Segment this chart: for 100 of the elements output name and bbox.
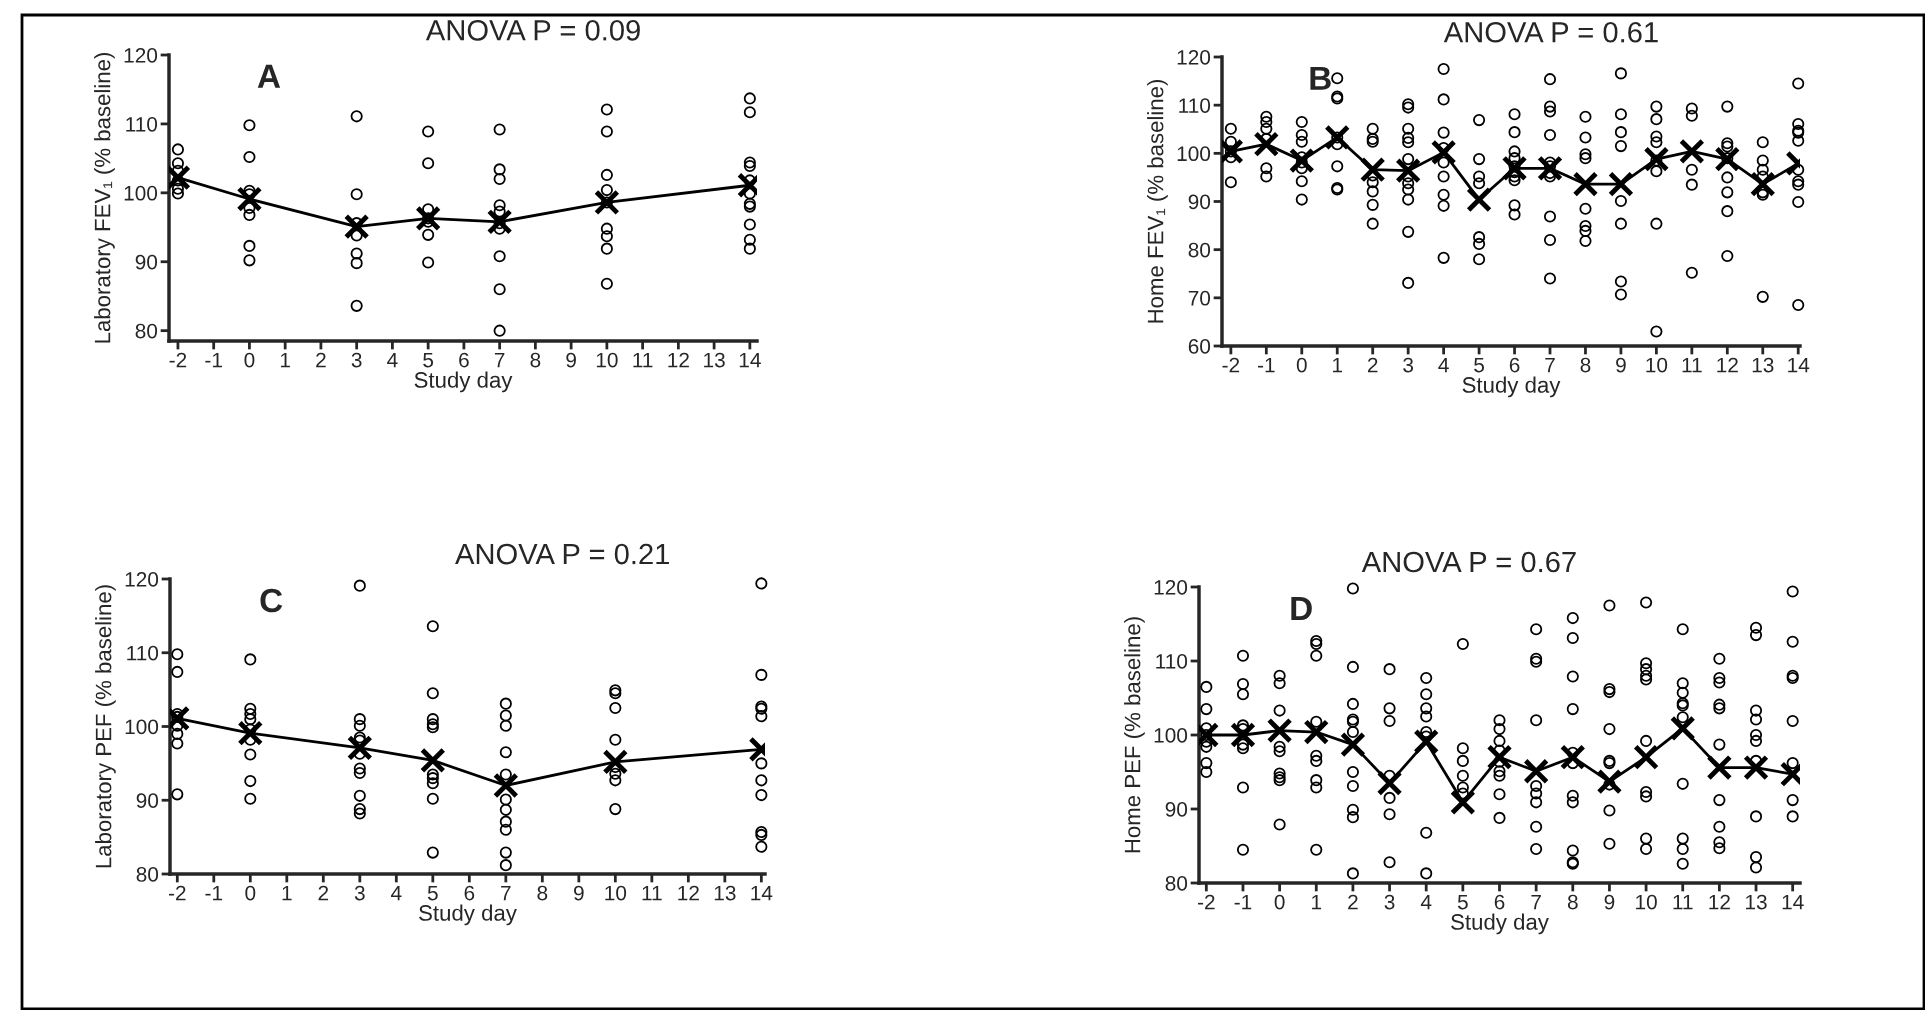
x-tick-label: 3 <box>1403 357 1414 373</box>
x-tick-label: 12 <box>1717 357 1738 373</box>
x-tick-label: 8 <box>1567 894 1578 910</box>
x-tick-label: 13 <box>704 352 725 368</box>
y-tick-label: 100 <box>124 185 158 201</box>
x-tick-label: 5 <box>1474 357 1485 373</box>
x-tick-label: 7 <box>494 352 505 368</box>
y-tick-label: 80 <box>136 867 159 882</box>
x-axis-title: Study day <box>419 904 517 926</box>
x-tick-label: -1 <box>205 885 223 901</box>
chart-title: ANOVA P = 0.67 <box>1361 551 1576 573</box>
x-tick-label: -1 <box>1257 357 1275 373</box>
y-tick-label: 110 <box>1156 654 1188 669</box>
y-tick-label: 120 <box>125 572 159 587</box>
y-tick-label: 120 <box>124 48 158 63</box>
x-tick-label: 10 <box>605 885 627 901</box>
y-tick-label: 100 <box>1154 728 1188 743</box>
x-tick-label: 11 <box>1673 894 1693 910</box>
x-tick-label: 7 <box>1531 894 1541 910</box>
chart-title: ANOVA P = 0.61 <box>1443 21 1658 43</box>
x-tick-label: 2 <box>316 352 326 368</box>
x-tick-label: 10 <box>1646 357 1668 373</box>
x-axis-title: Study day <box>1462 376 1561 398</box>
x-tick-label: 13 <box>1746 894 1767 910</box>
x-tick-label: 8 <box>530 352 541 368</box>
x-tick-label: 0 <box>245 885 256 901</box>
x-tick-label: 2 <box>1367 357 1378 373</box>
x-tick-label: -2 <box>169 352 187 368</box>
x-tick-label: 10 <box>596 352 618 368</box>
x-tick-label: 2 <box>318 885 329 901</box>
x-tick-label: 14 <box>739 352 761 368</box>
x-tick-label: 7 <box>501 885 511 901</box>
x-tick-label: 11 <box>1682 357 1702 373</box>
x-tick-label: 10 <box>1636 894 1657 910</box>
x-tick-label: 14 <box>751 885 773 901</box>
x-tick-label: -2 <box>1197 894 1215 910</box>
x-tick-label: 5 <box>1457 894 1468 910</box>
x-tick-label: -2 <box>168 885 186 901</box>
x-tick-label: 4 <box>1420 894 1432 910</box>
x-tick-label: 4 <box>1438 357 1449 373</box>
annotation: C <box>260 588 283 613</box>
x-tick-label: 8 <box>1580 357 1591 373</box>
x-tick-label: 6 <box>1509 357 1520 373</box>
x-tick-label: 14 <box>1782 894 1804 910</box>
y-tick-label: 90 <box>135 254 158 270</box>
y-tick-label: 80 <box>1165 876 1188 891</box>
x-tick-label: 8 <box>537 885 548 901</box>
y-tick-label: 110 <box>127 645 159 661</box>
x-tick-label: 0 <box>244 352 255 368</box>
x-tick-label: 1 <box>1312 894 1322 910</box>
x-tick-label: 0 <box>1274 894 1285 910</box>
y-axis-title: Home FEV₁ (% baseline) <box>1147 79 1168 323</box>
x-tick-label: 5 <box>427 885 438 901</box>
x-tick-label: -1 <box>1234 894 1252 910</box>
x-tick-label: 6 <box>464 885 475 901</box>
x-tick-label: 7 <box>1545 357 1555 373</box>
x-tick-label: 14 <box>1788 357 1810 373</box>
y-tick-label: 110 <box>1179 98 1211 113</box>
chart-title: ANOVA P = 0.09 <box>425 20 640 41</box>
x-tick-label: 13 <box>714 885 736 901</box>
x-tick-label: -2 <box>1222 357 1240 373</box>
y-tick-label: 90 <box>136 793 159 808</box>
y-tick-label: 90 <box>1165 802 1188 817</box>
x-tick-label: -1 <box>205 352 222 368</box>
y-tick-label: 80 <box>135 323 158 339</box>
annotation: D <box>1291 597 1312 621</box>
y-tick-label: 110 <box>126 116 158 132</box>
x-tick-label: 9 <box>566 352 576 368</box>
x-tick-label: 4 <box>391 885 402 901</box>
x-tick-label: 3 <box>1384 894 1395 910</box>
y-tick-label: 90 <box>1188 194 1211 210</box>
x-tick-label: 2 <box>1348 894 1358 910</box>
x-tick-label: 11 <box>633 352 653 368</box>
x-tick-label: 12 <box>678 885 699 901</box>
y-tick-label: 100 <box>125 719 159 735</box>
x-tick-label: 9 <box>1604 894 1615 910</box>
y-tick-label: 60 <box>1188 339 1211 354</box>
y-axis-title: Laboratory PEF (% baseline) <box>95 585 116 868</box>
x-tick-label: 6 <box>1494 894 1505 910</box>
x-axis-title: Study day <box>1451 913 1549 935</box>
x-tick-label: 6 <box>459 352 469 368</box>
x-tick-label: 11 <box>642 885 662 901</box>
x-tick-label: 3 <box>351 352 362 368</box>
annotation: A <box>257 64 281 88</box>
x-tick-label: 12 <box>1709 894 1730 910</box>
x-tick-label: 1 <box>280 352 290 368</box>
y-tick-label: 120 <box>1177 50 1211 65</box>
x-tick-label: 1 <box>1333 357 1343 373</box>
x-tick-label: 5 <box>423 352 434 368</box>
x-tick-label: 12 <box>668 352 689 368</box>
y-tick-label: 100 <box>1177 146 1211 162</box>
x-tick-label: 4 <box>387 352 398 368</box>
y-tick-label: 70 <box>1188 290 1211 306</box>
x-tick-label: 13 <box>1752 357 1774 373</box>
x-tick-label: 1 <box>282 885 292 901</box>
x-tick-label: 0 <box>1296 357 1307 373</box>
y-tick-label: 80 <box>1188 242 1211 258</box>
chart-title: ANOVA P = 0.21 <box>455 543 669 565</box>
x-axis-title: Study day <box>414 371 513 393</box>
y-axis-title: Home PEF (% baseline) <box>1124 617 1145 853</box>
